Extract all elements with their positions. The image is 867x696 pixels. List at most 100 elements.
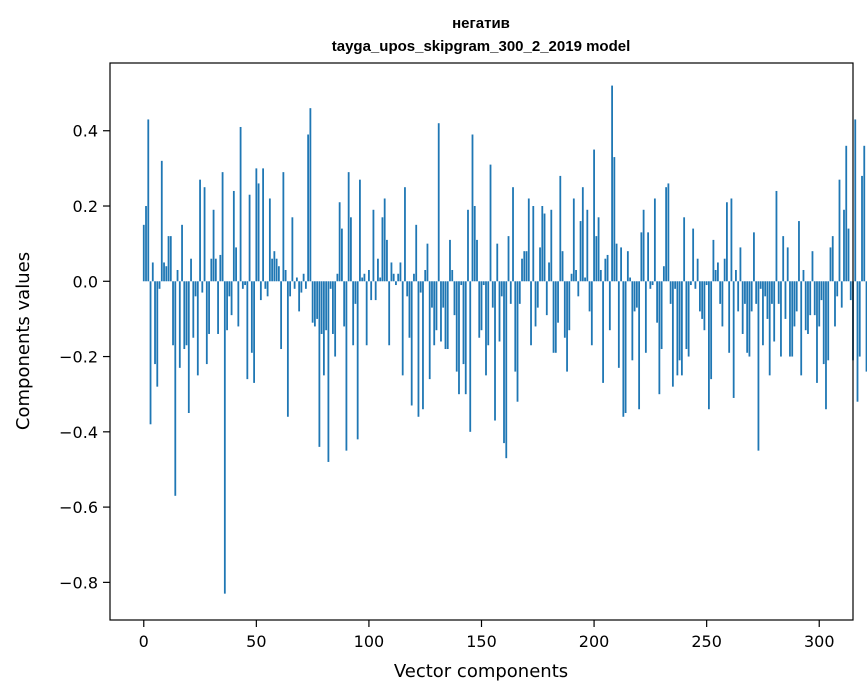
bar-14: [174, 281, 177, 496]
bar-244: [692, 228, 695, 282]
bar-93: [352, 281, 355, 346]
bar-2: [147, 119, 150, 282]
bar-64: [286, 281, 289, 417]
bar-59: [275, 258, 278, 282]
bar-302: [822, 281, 825, 365]
bar-49: [253, 281, 255, 383]
y-tick-label-0.4: 0.4: [73, 122, 98, 141]
bar-164: [512, 187, 514, 282]
bar-114: [399, 262, 402, 282]
bar-141: [460, 281, 463, 286]
bar-129: [433, 281, 436, 346]
bar-106: [381, 217, 384, 282]
y-tick-label-0: 0.0: [73, 272, 98, 291]
bar-44: [241, 281, 244, 289]
bar-23: [194, 281, 197, 297]
x-tick-label-300: 300: [804, 632, 835, 651]
bar-168: [521, 258, 523, 282]
bar-238: [678, 281, 681, 361]
bar-135: [446, 281, 449, 350]
bar-217: [631, 281, 634, 361]
bar-163: [509, 281, 512, 304]
bar-254: [714, 269, 717, 282]
bar-170: [525, 251, 528, 282]
bar-271: [753, 232, 755, 282]
bar-109: [388, 281, 391, 346]
bar-188: [566, 281, 568, 372]
bar-25: [199, 179, 201, 282]
bar-165: [514, 281, 517, 372]
bar-55: [266, 281, 269, 297]
bar-186: [561, 251, 564, 282]
bar-15: [176, 269, 179, 282]
bar-154: [489, 164, 492, 282]
bar-78: [318, 281, 321, 447]
bar-84: [332, 281, 334, 334]
bar-265: [739, 247, 742, 282]
bar-40: [232, 190, 235, 282]
bar-200: [593, 149, 595, 282]
bar-166: [516, 281, 519, 402]
bar-139: [455, 281, 458, 372]
bar-127: [428, 281, 431, 380]
bar-223: [644, 281, 647, 353]
bar-296: [809, 281, 812, 316]
bar-311: [843, 209, 845, 282]
bar-105: [379, 277, 382, 282]
bar-224: [647, 232, 650, 282]
bar-183: [554, 281, 557, 353]
bar-27: [203, 187, 206, 282]
bar-266: [741, 281, 744, 334]
bar-306: [831, 236, 834, 282]
bar-201: [595, 236, 598, 282]
y-axis-label: Components values: [13, 252, 34, 430]
bar-161: [505, 281, 508, 459]
bar-184: [557, 281, 559, 323]
bar-194: [579, 221, 582, 282]
bar-292: [800, 281, 803, 376]
bar-215: [626, 251, 629, 282]
bar-300: [818, 281, 821, 327]
bar-43: [239, 126, 242, 282]
bar-100: [368, 269, 370, 282]
bar-193: [577, 281, 580, 297]
bar-275: [762, 281, 764, 346]
bar-30: [210, 258, 213, 282]
bar-176: [539, 247, 541, 282]
bar-136: [449, 239, 451, 282]
bar-204: [602, 281, 604, 383]
bar-225: [649, 281, 652, 289]
plot-frame: [109, 62, 854, 621]
bar-26: [201, 281, 204, 293]
bar-235: [671, 281, 674, 387]
bar-147: [473, 206, 476, 282]
bar-123: [419, 281, 422, 293]
bar-171: [527, 198, 530, 282]
bar-117: [406, 281, 409, 297]
bar-230: [660, 281, 663, 350]
bar-219: [635, 281, 638, 308]
bar-153: [487, 281, 490, 346]
bar-13: [172, 281, 174, 346]
bar-232: [665, 187, 668, 282]
bar-10: [165, 266, 168, 282]
bar-220: [638, 281, 641, 410]
bar-263: [735, 269, 737, 282]
bar-178: [543, 213, 546, 282]
bar-210: [615, 243, 618, 282]
bar-72: [304, 281, 307, 289]
y-axis: 0.4 0.2 0.0 −0.2 −0.4 −0.6 −0.8: [59, 122, 110, 592]
bar-77: [316, 281, 319, 319]
bar-95: [356, 281, 359, 440]
bar-203: [599, 269, 602, 282]
bar-65: [289, 281, 292, 297]
bar-46: [246, 281, 249, 380]
bar-299: [816, 281, 818, 383]
bar-112: [395, 281, 397, 286]
bar-207: [608, 281, 611, 331]
bar-245: [694, 281, 697, 289]
bar-4: [151, 262, 154, 282]
bar-97: [361, 277, 364, 282]
bar-229: [658, 281, 661, 395]
